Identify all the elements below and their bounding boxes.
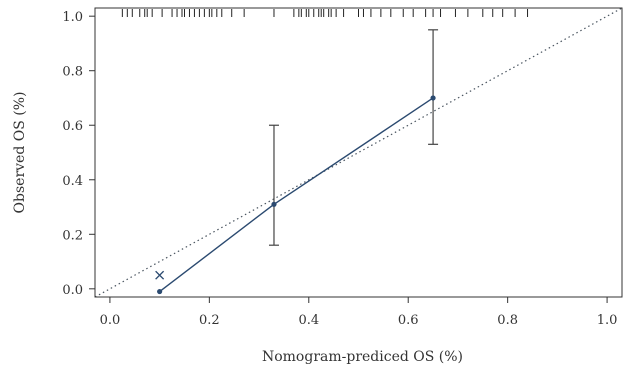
y-axis-title: Observed OS (%)	[12, 92, 28, 214]
x-tick-label: 0.0	[100, 313, 121, 328]
x-tick-label: 0.2	[199, 313, 220, 328]
calibration-line-segment	[273, 97, 434, 205]
x-tick-label: 0.8	[497, 313, 518, 328]
axis-layer: 0.0 0.2 0.4 0.6 0.8 1.0 0.0 0.2 0.4 0.6 0.8 1.0	[62, 7, 623, 328]
y-tick-label: 0.4	[62, 174, 83, 189]
calibration-line-segment	[159, 203, 275, 293]
plot-frame	[94, 7, 623, 298]
calibration-series-layer	[155, 29, 439, 295]
y-tick-label: 0.2	[62, 228, 83, 243]
calibration-point	[157, 288, 163, 295]
y-tick-label: 1.0	[62, 10, 83, 25]
x-axis-title: Nomogram-prediced OS (%)	[262, 349, 463, 365]
rug-layer	[121, 9, 529, 17]
y-tick-label: 0.6	[62, 119, 83, 134]
x-tick-label: 0.6	[398, 313, 419, 328]
x-tick-label: 1.0	[597, 313, 618, 328]
x-marker-stroke	[155, 270, 165, 280]
calibration-point	[430, 95, 436, 101]
calibration-point	[271, 201, 277, 207]
y-tick-label: 0.0	[62, 283, 83, 298]
bias-corrected-x-marker	[155, 270, 165, 280]
reference-line-layer	[94, 7, 623, 298]
x-tick-label: 0.4	[298, 313, 319, 328]
ideal-reference-line	[94, 7, 623, 298]
y-tick-label: 0.8	[62, 65, 83, 80]
